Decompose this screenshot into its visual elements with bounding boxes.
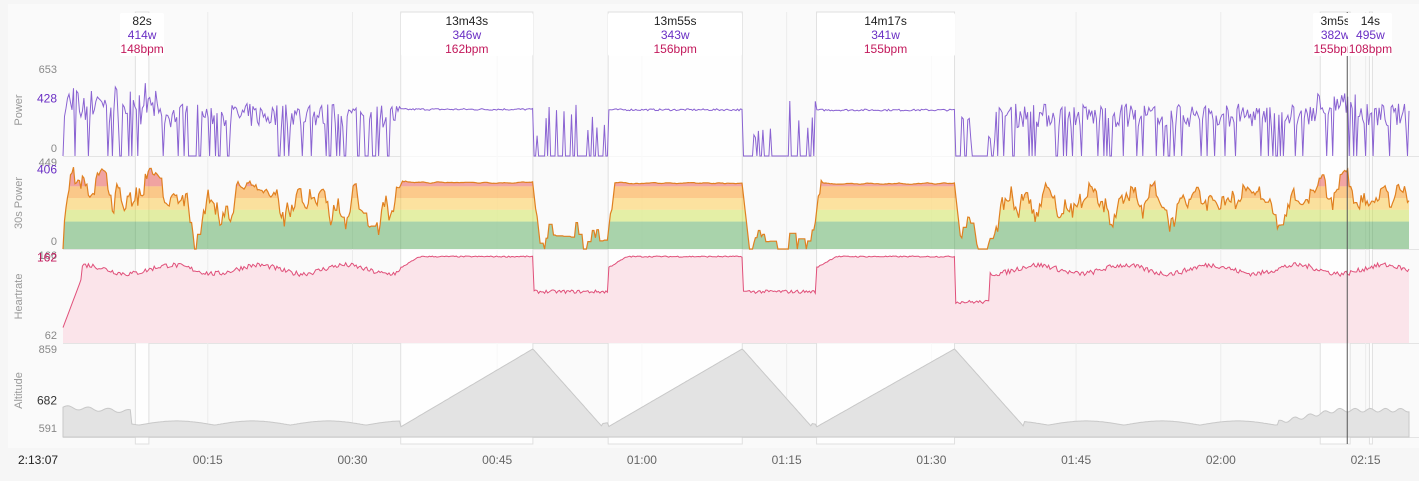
annotation-power: 343w	[660, 28, 690, 42]
selection-band	[1368, 11, 1373, 445]
30s-power-line	[62, 167, 1410, 250]
zone-band	[63, 209, 1409, 222]
selection-annotation[interactable]: 14m17s 341w 155bpm	[816, 13, 955, 56]
annotation-duration: 13m55s	[653, 14, 697, 28]
annotation-power: 382w	[1320, 28, 1350, 42]
y-tick-label: 449	[39, 157, 57, 169]
x-tick-label: 02:00	[1206, 453, 1236, 467]
zone-band	[63, 221, 1409, 249]
annotation-heartrate: 108bpm	[1348, 42, 1393, 56]
annotation-heartrate: 155bpm	[1313, 42, 1357, 56]
y-tick-label: 62	[45, 330, 57, 342]
panel-label-0: Power	[13, 94, 25, 126]
x-tick-label: 01:15	[772, 453, 802, 467]
annotation-heartrate: 155bpm	[863, 42, 908, 56]
zone-band	[63, 186, 1409, 199]
selection-annotation[interactable]: 13m55s 343w 156bpm	[608, 13, 743, 56]
x-tick-label: 01:45	[1061, 453, 1091, 467]
y-tick-label: 0	[51, 143, 57, 155]
altitude-area	[62, 348, 1410, 438]
annotation-heartrate: 162bpm	[445, 42, 489, 56]
y-tick-label: 859	[39, 344, 57, 356]
panel-label-1: 30s Power	[13, 177, 25, 229]
y-tick-label: 406	[37, 162, 57, 176]
power-line	[62, 83, 1410, 157]
selection-annotation[interactable]: 13m43s 346w 162bpm	[400, 13, 533, 56]
y-tick-label: 0	[51, 236, 57, 248]
annotation-power: 414w	[127, 28, 157, 42]
x-tick-label: 00:15	[193, 453, 223, 467]
annotation-duration: 14s	[1360, 14, 1381, 28]
x-tick-label: 00:45	[482, 453, 512, 467]
selection-annotation[interactable]: 14s 495w 108bpm	[1348, 13, 1393, 56]
heartrate-area	[63, 255, 1409, 343]
y-tick-label: 428	[37, 91, 57, 105]
panel-label-3: Altitude	[13, 372, 25, 409]
y-tick-label: 166	[39, 250, 57, 262]
y-tick-label: 162	[37, 250, 57, 264]
annotation-power: 346w	[452, 28, 482, 42]
annotation-duration: 82s	[132, 14, 152, 28]
y-tick-label: 653	[39, 64, 57, 76]
x-tick-label: 01:00	[627, 453, 657, 467]
annotation-power: 495w	[1356, 28, 1385, 42]
x-tick-label: 00:30	[337, 453, 367, 467]
y-tick-label: 682	[37, 394, 57, 408]
zone-band	[63, 198, 1409, 210]
current-time-label: 2:13:07	[18, 453, 58, 467]
selection-annotation[interactable]: 82s 414w 148bpm	[120, 13, 165, 56]
annotation-power: 341w	[871, 28, 900, 42]
x-tick-label: 01:30	[916, 453, 946, 467]
annotation-duration: 13m43s	[445, 14, 489, 28]
annotation-heartrate: 148bpm	[120, 42, 164, 56]
annotation-duration: 3m5s	[1320, 14, 1350, 28]
x-tick-label: 02:15	[1351, 453, 1381, 467]
annotation-heartrate: 156bpm	[653, 42, 697, 56]
heartrate-line	[62, 255, 1410, 328]
y-tick-label: 591	[39, 423, 57, 435]
annotation-duration: 14m17s	[864, 14, 907, 28]
selection-band	[1319, 11, 1351, 445]
panel-label-2: Heartrate	[13, 274, 25, 320]
